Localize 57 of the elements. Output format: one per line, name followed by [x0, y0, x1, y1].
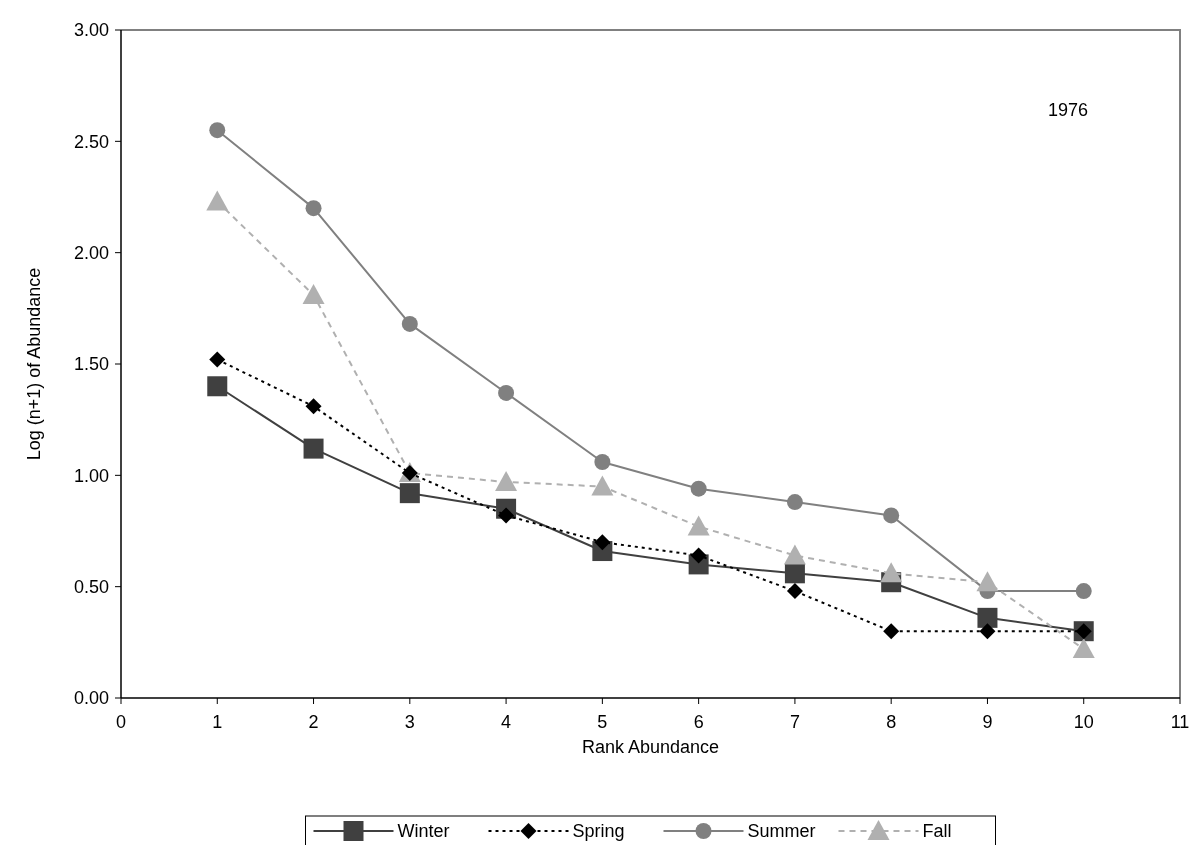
point: [209, 122, 226, 139]
point: [784, 563, 805, 584]
x-tick-label: 10: [1073, 712, 1094, 732]
point: [594, 534, 611, 551]
point: [498, 507, 515, 524]
y-axis-title: Log (n+1) of Abundance: [24, 267, 44, 461]
x-tick-label: 8: [886, 712, 897, 732]
y-tick-label: 1.00: [73, 465, 109, 486]
x-tick-label: 2: [308, 712, 319, 732]
y-tick-label: 2.50: [73, 131, 109, 152]
point: [305, 200, 322, 217]
x-tick-label: 11: [1170, 712, 1190, 732]
x-tick-label: 3: [404, 712, 415, 732]
point: [303, 438, 324, 459]
point: [883, 623, 900, 640]
point: [883, 507, 900, 524]
y-tick-label: 1.50: [73, 354, 109, 375]
legend-label: Fall: [922, 821, 952, 842]
point: [687, 515, 710, 536]
x-tick-label: 0: [115, 712, 127, 732]
legend-label: Spring: [572, 821, 625, 842]
point: [977, 607, 998, 628]
point: [399, 483, 420, 504]
point: [401, 315, 418, 332]
point: [594, 453, 611, 470]
point: [786, 494, 803, 511]
x-tick-label: 5: [597, 712, 608, 732]
y-tick-label: 0.00: [73, 688, 109, 709]
point: [979, 623, 996, 640]
point: [495, 471, 518, 492]
point: [1072, 638, 1095, 659]
x-tick-label: 6: [693, 712, 704, 732]
x-axis-title: Rank Abundance: [581, 737, 720, 757]
point: [783, 544, 806, 565]
legend-label: Winter: [397, 821, 450, 842]
point: [209, 351, 226, 368]
x-tick-label: 1: [212, 712, 223, 732]
point: [1075, 583, 1092, 600]
legend-label: Summer: [747, 821, 816, 842]
x-tick-label: 4: [501, 712, 512, 732]
point: [206, 190, 229, 211]
point: [880, 562, 903, 583]
point: [690, 480, 707, 497]
point: [498, 384, 515, 401]
point: [786, 583, 803, 600]
point: [302, 283, 325, 304]
point: [305, 398, 322, 415]
y-tick-label: 3.00: [73, 20, 109, 41]
y-tick-label: 2.00: [73, 242, 109, 263]
point: [591, 475, 614, 496]
y-tick-label: 0.50: [73, 576, 109, 597]
x-tick-label: 7: [789, 712, 800, 732]
point: [690, 547, 707, 564]
point: [976, 571, 999, 592]
annotation: 1976: [1048, 100, 1089, 120]
point: [207, 376, 228, 397]
x-tick-label: 9: [982, 712, 993, 732]
